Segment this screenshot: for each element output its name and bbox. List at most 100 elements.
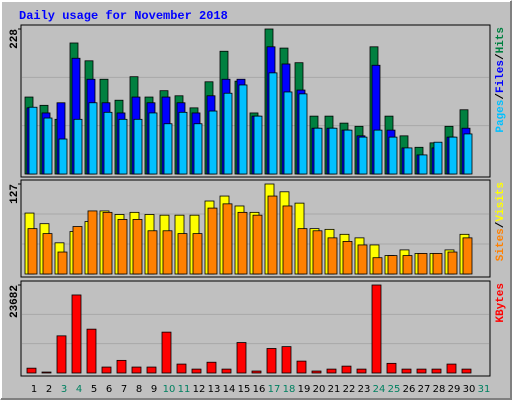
- bar: [238, 84, 248, 175]
- bar: [177, 233, 188, 275]
- bar: [446, 363, 457, 374]
- bar: [72, 226, 83, 275]
- bar: [311, 370, 322, 374]
- bar: [191, 368, 202, 374]
- legend-separator: /: [495, 53, 507, 60]
- bar: [326, 368, 337, 374]
- x-tick-label: 5: [91, 384, 97, 395]
- legend: Sites/Visits: [495, 182, 507, 261]
- legend-entry: Pages: [495, 100, 507, 133]
- x-tick-label: 22: [343, 384, 356, 395]
- bar: [386, 362, 397, 374]
- x-tick-label: 31: [478, 384, 491, 395]
- bar: [237, 211, 248, 275]
- bar: [268, 72, 278, 175]
- bar: [117, 219, 128, 275]
- y-tick-label: 23682: [9, 285, 21, 318]
- x-tick-label: 2: [46, 384, 52, 395]
- x-tick-label: 30: [463, 384, 476, 395]
- bar: [403, 147, 413, 175]
- bar: [417, 253, 428, 275]
- bar: [102, 211, 113, 275]
- legend-entry: KBytes: [495, 283, 507, 323]
- bar: [73, 118, 83, 175]
- bar: [27, 228, 38, 275]
- x-tick-label: 6: [106, 384, 112, 395]
- bar: [176, 363, 187, 374]
- bar: [132, 219, 143, 275]
- bar: [312, 230, 323, 275]
- bar: [448, 136, 458, 175]
- bar: [356, 368, 367, 374]
- bar: [41, 371, 52, 374]
- x-tick-label: 23: [358, 384, 371, 395]
- bar: [296, 360, 307, 374]
- x-tick-label: 4: [76, 384, 82, 395]
- x-tick-label: 10: [163, 384, 176, 395]
- legend-entry: Files: [495, 60, 507, 93]
- bar: [163, 123, 173, 175]
- bar: [118, 118, 128, 175]
- bar: [252, 214, 263, 275]
- chart-title: Daily usage for November 2018: [19, 9, 228, 23]
- bar: [208, 110, 218, 175]
- bar: [341, 365, 352, 374]
- legend-separator: /: [495, 221, 507, 228]
- bar: [313, 127, 323, 175]
- bar: [26, 367, 37, 374]
- bar: [462, 237, 473, 275]
- x-tick-label: 19: [298, 384, 311, 395]
- bar: [342, 241, 353, 275]
- x-tick-label: 17: [268, 384, 281, 395]
- x-tick-label: 26: [403, 384, 416, 395]
- x-tick-label: 9: [151, 384, 157, 395]
- legend-entry: Hits: [495, 27, 507, 53]
- x-tick-label: 11: [178, 384, 191, 395]
- x-tick-label: 1: [31, 384, 37, 395]
- bar: [402, 255, 413, 275]
- x-tick-label: 18: [283, 384, 296, 395]
- x-tick-label: 13: [208, 384, 221, 395]
- bar: [357, 244, 368, 275]
- bar: [282, 205, 293, 275]
- bar: [221, 368, 232, 374]
- bar: [133, 118, 143, 175]
- bar: [433, 141, 443, 175]
- bar: [328, 127, 338, 175]
- bar: [116, 359, 127, 374]
- bar: [147, 230, 158, 275]
- bar: [43, 117, 53, 175]
- bar: [267, 195, 278, 275]
- y-tick-label: 127: [9, 184, 21, 204]
- x-tick-label: 15: [238, 384, 251, 395]
- bar: [283, 91, 293, 175]
- bar: [57, 251, 68, 275]
- bar: [222, 203, 233, 275]
- bar: [28, 106, 38, 175]
- x-tick-label: 28: [433, 384, 446, 395]
- x-tick-label: 29: [448, 384, 461, 395]
- bar: [371, 284, 382, 374]
- bar: [131, 366, 142, 374]
- bar: [418, 154, 428, 175]
- bar: [206, 361, 217, 374]
- plot-area: [20, 280, 491, 377]
- x-tick-label: 3: [61, 384, 67, 395]
- bar: [192, 233, 203, 275]
- bar: [193, 123, 203, 175]
- legend: Pages/Files/Hits: [495, 27, 507, 133]
- x-tick-label: 8: [136, 384, 142, 395]
- bar: [401, 368, 412, 374]
- bar: [297, 228, 308, 275]
- bar: [162, 230, 173, 275]
- x-tick-label: 14: [223, 384, 236, 395]
- y-tick-label: 228: [9, 29, 21, 49]
- x-tick-label: 21: [328, 384, 341, 395]
- x-tick-label: 7: [121, 384, 127, 395]
- x-tick-label: 25: [388, 384, 401, 395]
- bar: [88, 102, 98, 175]
- bar: [327, 237, 338, 275]
- bar: [387, 255, 398, 275]
